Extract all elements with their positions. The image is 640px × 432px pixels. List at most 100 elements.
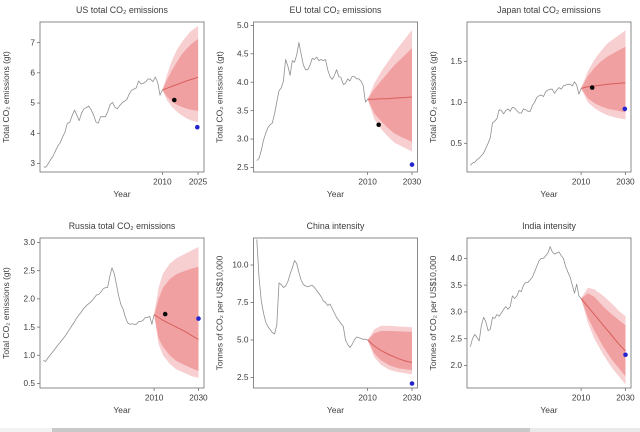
chart-russia-total-co2-emissions: 0.5 1.0 1.5 2.0 2.5 3.0 2010 2030 Russia total C…: [1, 221, 208, 415]
x-tick-label: 2010: [145, 393, 164, 403]
y-tick-label: 2.0: [450, 360, 462, 370]
observed-dot: [172, 97, 177, 103]
strip-segment-0: [0, 428, 52, 432]
y-tick-label: 1.0: [450, 97, 462, 107]
y-tick-label: 5.0: [237, 20, 249, 30]
subplot-india-intensity: 2.0 2.5 3.0 3.5 4.0 2010 2030 India intensity To…: [427, 216, 640, 426]
chart-us-total-co2-emissions: 3 4 5 6 7 2010 2025 US total CO₂ emissions Total…: [1, 5, 208, 199]
projection-fan-inner-band: [154, 266, 199, 372]
projection-fan-inner-band: [367, 48, 412, 142]
y-tick-label: 2.5: [237, 162, 249, 172]
projection-median-line: [580, 82, 626, 89]
projection-fan-inner-band: [581, 46, 626, 113]
x-axis-label: Year: [113, 189, 130, 199]
target-dot: [622, 106, 628, 112]
x-axis-label: Year: [327, 405, 344, 415]
projection-median-line: [153, 314, 199, 340]
target-dot: [409, 381, 415, 386]
y-tick-label: 3.5: [237, 105, 249, 115]
y-tick-label: 5.0: [237, 335, 249, 345]
y-tick-label: 4.0: [450, 253, 462, 263]
y-tick-label: 4.0: [237, 77, 249, 87]
y-tick-label: 5: [30, 98, 35, 108]
y-axis-label: Tonnes of CO₂ per US$10,000: [428, 255, 438, 370]
projection-median-line: [367, 339, 413, 363]
projection-fan-inner-band: [581, 293, 626, 377]
plot-frame: [466, 237, 632, 389]
chart-china-intensity: 2.5 5.0 7.5 10.0 2010 2030 China intensity Tonn…: [215, 221, 422, 415]
y-tick-label: 7: [30, 37, 35, 47]
y-tick-label: 4.5: [237, 49, 249, 59]
strip-segment-1: [52, 428, 530, 432]
x-tick-label: 2010: [153, 177, 172, 187]
plot-frame: [466, 21, 632, 173]
subplot-japan-total-emissions: 0.5 1.0 1.5 2010 2030 Japan total CO₂ emissio…: [427, 0, 640, 210]
observed-dot: [162, 311, 168, 317]
target-dot: [409, 162, 415, 167]
y-tick-label: 0.5: [450, 138, 462, 148]
chart-title: India intensity: [522, 221, 576, 231]
x-tick-label: 2030: [189, 393, 208, 403]
y-tick-label: 3.0: [23, 237, 35, 247]
y-tick-label: 3.5: [450, 280, 462, 290]
projection-fan-inner-band: [367, 331, 412, 370]
y-tick-label: 0.5: [23, 378, 35, 388]
y-tick-label: 1.5: [23, 322, 35, 332]
history-line: [43, 76, 163, 168]
y-tick-label: 3.0: [450, 307, 462, 317]
chart-title: US total CO₂ emissions: [76, 5, 169, 15]
y-axis-label: Total CO₂ emissions (gt): [215, 51, 225, 143]
y-axis-label: Total CO₂ emissions (gt): [428, 51, 438, 143]
plot-frame: [253, 237, 418, 389]
target-dot: [195, 124, 200, 130]
history-line: [256, 42, 368, 161]
x-tick-label: 2030: [403, 177, 422, 187]
plot-frame: [253, 21, 418, 173]
target-dot: [196, 316, 201, 321]
y-axis-label: Tonnes of CO₂ per US$10,000: [215, 255, 225, 370]
history-line: [43, 267, 155, 362]
y-axis-label: Total CO₂ emissions (gt): [1, 267, 11, 359]
x-axis-label: Year: [540, 189, 557, 199]
x-tick-label: 2010: [572, 393, 591, 403]
y-tick-label: 7.5: [237, 297, 249, 307]
chart-title: China intensity: [307, 221, 365, 231]
chart-title: Japan total CO₂ emissions: [497, 5, 601, 15]
x-tick-label: 2030: [403, 393, 422, 403]
y-tick-label: 10.0: [232, 260, 249, 270]
history-line: [256, 239, 368, 348]
cropped-table-edge-strip: [0, 428, 640, 432]
chart-title: Russia total CO₂ emissions: [69, 221, 176, 231]
chart-eu-total-co2-emissions: 2.5 3.0 3.5 4.0 4.5 5.0 2010 2030 EU total CO₂ e…: [215, 5, 422, 199]
x-axis-label: Year: [327, 189, 344, 199]
chart-india-intensity: 2.0 2.5 3.0 3.5 4.0 2010 2030 India intensity To…: [428, 221, 635, 415]
y-tick-label: 2.5: [237, 372, 249, 382]
projection-fan-inner-band: [162, 38, 199, 111]
x-axis-label: Year: [113, 405, 130, 415]
subplot-us-total-emissions: 3 4 5 6 7 2010 2025 US total CO₂ emissions Total…: [0, 0, 213, 210]
y-tick-label: 2.5: [23, 265, 35, 275]
x-tick-label: 2010: [358, 393, 377, 403]
history-line: [469, 246, 582, 347]
y-tick-label: 3.0: [237, 134, 249, 144]
y-tick-label: 1.0: [23, 350, 35, 360]
observed-dot: [589, 85, 595, 90]
subplot-russia-total-emissions: 0.5 1.0 1.5 2.0 2.5 3.0 2010 2030 Russia total C…: [0, 216, 213, 426]
x-axis-label: Year: [540, 405, 557, 415]
plot-frame: [39, 237, 205, 389]
strip-segment-2: [530, 428, 640, 432]
y-axis-label: Total CO₂ emissions (gt): [1, 51, 11, 143]
y-tick-label: 2.5: [450, 333, 462, 343]
y-tick-label: 1.5: [450, 56, 462, 66]
x-tick-label: 2025: [189, 177, 208, 187]
observed-dot: [376, 122, 381, 128]
chart-title: EU total CO₂ emissions: [290, 5, 383, 15]
y-tick-label: 6: [30, 68, 35, 78]
plot-frame: [39, 21, 205, 173]
history-line: [470, 81, 582, 166]
y-tick-label: 4: [30, 128, 35, 138]
x-tick-label: 2010: [572, 177, 591, 187]
x-tick-label: 2030: [616, 393, 635, 403]
